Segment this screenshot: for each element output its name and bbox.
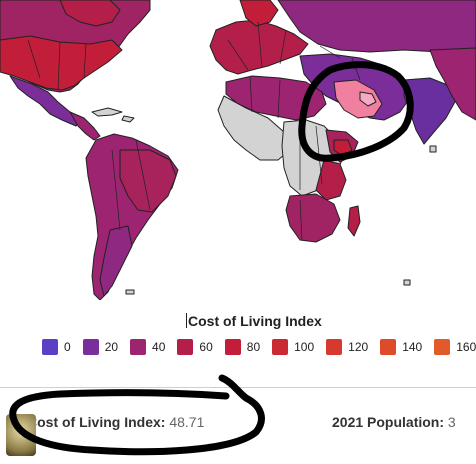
central-america-region[interactable]	[69, 111, 101, 141]
legend-swatch	[42, 339, 58, 355]
falklands-region	[125, 289, 135, 295]
population-value: 3	[447, 414, 456, 430]
divider	[0, 387, 476, 388]
legend-label: 100	[294, 340, 315, 354]
mauritius-region	[403, 279, 411, 286]
legend-item-120[interactable]: 120	[326, 339, 368, 355]
russia-region[interactable]	[277, 0, 476, 53]
legend-item-160[interactable]: 160	[434, 339, 476, 355]
scandinavia-region[interactable]	[239, 0, 279, 27]
legend-item-0[interactable]: 0	[42, 339, 71, 355]
legend-swatch	[434, 339, 451, 355]
brazil-region[interactable]	[119, 149, 177, 213]
legend-swatch	[326, 339, 343, 355]
legend-label: 160	[456, 340, 476, 354]
legend-swatch	[177, 339, 194, 355]
world-map[interactable]	[0, 0, 476, 300]
color-legend: 0 20 40 60 80 100 120 140 160	[42, 339, 476, 355]
legend-item-40[interactable]: 40	[130, 339, 165, 355]
legend-title: Cost of Living Index	[186, 313, 322, 329]
watermark-badge-icon: ✦	[6, 414, 36, 456]
legend-label: 40	[152, 340, 166, 354]
cost-value: 48.71	[169, 414, 205, 430]
southern-africa-region[interactable]	[285, 193, 341, 243]
cost-label: Cost of Living Index:	[27, 414, 166, 430]
mexico-region[interactable]	[9, 75, 83, 127]
east-africa-region[interactable]	[315, 159, 347, 201]
madagascar-region[interactable]	[347, 205, 361, 237]
legend-label: 20	[104, 340, 119, 354]
west-africa-region	[217, 95, 291, 161]
population-readout: 2021 Population: 3	[332, 414, 456, 430]
legend-label: 80	[246, 340, 261, 354]
east-asia-region[interactable]	[429, 47, 476, 121]
caribbean-region	[121, 115, 135, 123]
text-cursor	[186, 313, 187, 328]
legend-item-80[interactable]: 80	[224, 339, 261, 355]
legend-item-20[interactable]: 20	[82, 339, 119, 355]
legend-swatch	[380, 339, 397, 355]
cuba-region	[91, 107, 123, 117]
legend-swatch	[224, 339, 241, 355]
legend-label: 120	[348, 340, 369, 354]
legend-swatch	[130, 339, 147, 355]
legend-label: 0	[64, 340, 71, 354]
legend-item-100[interactable]: 100	[272, 339, 314, 355]
legend-swatch	[82, 339, 99, 355]
usa-region[interactable]	[0, 35, 123, 91]
europe-region[interactable]	[209, 19, 309, 75]
sri-lanka-region	[429, 145, 437, 153]
legend-swatch	[272, 339, 289, 355]
canada-detail[interactable]	[59, 0, 121, 27]
population-label: 2021 Population:	[332, 414, 445, 430]
cost-of-living-readout: Cost of Living Index: 48.71	[27, 414, 204, 430]
legend-label: 140	[402, 340, 423, 354]
argentina-region[interactable]	[99, 225, 133, 297]
legend-item-60[interactable]: 60	[177, 339, 213, 355]
legend-label: 60	[199, 340, 213, 354]
legend-item-140[interactable]: 140	[380, 339, 422, 355]
